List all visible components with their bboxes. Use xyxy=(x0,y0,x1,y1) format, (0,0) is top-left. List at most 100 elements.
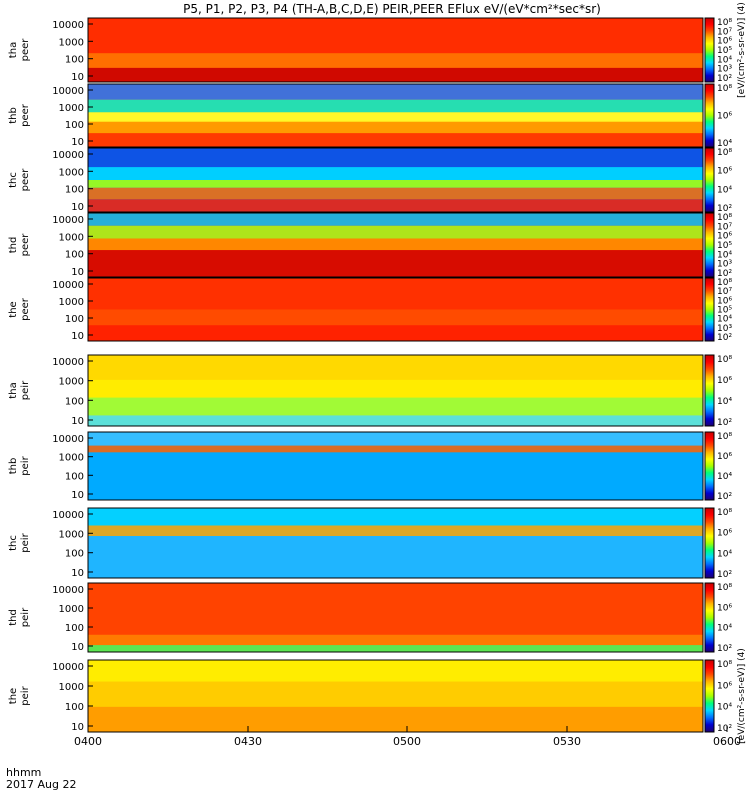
colorbar-tick-label: 10⁸ xyxy=(717,508,732,518)
y-tick-label: 1000 xyxy=(59,529,84,540)
colorbar-tick-label: 10⁴ xyxy=(717,624,732,634)
y-tick-label: 10 xyxy=(71,416,84,427)
colorbar-tick-label: 10² xyxy=(717,333,732,343)
panel-probe-label: thc xyxy=(8,535,19,551)
colorbar: 10⁸ 10⁶ 10⁴ 10² xyxy=(704,431,732,502)
panel-probe-label: thb xyxy=(8,458,19,475)
y-tick-label: 10000 xyxy=(52,280,84,291)
y-tick-label: 100 xyxy=(65,314,84,325)
spectrogram-image xyxy=(87,17,704,83)
spectrogram-image xyxy=(87,507,704,579)
y-tick-label: 10000 xyxy=(52,86,84,97)
panel-product-label: peer xyxy=(20,38,31,62)
y-tick-label: 10 xyxy=(71,202,84,213)
colorbar-tick-label: 10⁶ xyxy=(717,37,732,47)
panel-probe-label: thc xyxy=(8,172,19,188)
panel-probe-label: thd xyxy=(8,237,19,254)
y-tick-label: 1000 xyxy=(59,297,84,308)
colorbar-tick-label: 10² xyxy=(717,204,732,214)
y-tick-label: 100 xyxy=(65,185,84,196)
y-tick-label: 100 xyxy=(65,55,84,66)
panel-4: thd peer 10000 1000 100 10 10⁸10⁷10⁶10⁵10⁴10³1… xyxy=(8,212,732,279)
colorbar: 10⁸ 10⁶ 10⁴ 10² xyxy=(704,354,732,428)
panel-product-label: peir xyxy=(20,532,31,552)
y-tick-label: 10000 xyxy=(52,662,84,673)
panel-10: the peir 10000 1000 100 10 10⁸ 10⁶ 10⁴ 10² [eV/(cm… xyxy=(8,648,747,744)
y-tick-label: 10 xyxy=(71,137,84,148)
colorbar-tick-label: 10⁶ xyxy=(717,112,732,122)
panel-product-label: peir xyxy=(20,685,31,705)
colorbar-tick-label: 10³ xyxy=(717,65,732,75)
colorbar-tick-label: 10⁶ xyxy=(717,603,732,613)
colorbar-tick-label: 10² xyxy=(717,570,732,580)
colorbar-tick-label: 10⁵ xyxy=(717,306,732,316)
panel-5: the peer 10000 1000 100 10 10⁸10⁷10⁶10⁵10⁴10³1… xyxy=(8,277,732,343)
y-tick-label: 10 xyxy=(71,490,84,501)
panel-3: thc peer 10000 1000 100 10 10⁸ 10⁶ 10⁴ 10² xyxy=(8,147,732,214)
colorbar: 10⁸ 10⁶ 10⁴ 10² xyxy=(704,507,732,580)
y-tick-label: 100 xyxy=(65,549,84,560)
panel-1: tha peer1000010001001010⁸10⁷10⁶10⁵10⁴10³1… xyxy=(8,2,747,98)
y-tick-label: 1000 xyxy=(59,37,84,48)
y-tick-label: 10 xyxy=(71,331,84,342)
colorbar: 10⁸ 10⁶ 10⁴ 10² xyxy=(704,147,732,214)
y-tick-label: 10000 xyxy=(52,150,84,161)
spectrogram-image xyxy=(87,212,704,278)
y-tick-label: 100 xyxy=(65,250,84,261)
colorbar-tick-label: 10⁴ xyxy=(717,472,732,482)
colorbar-tick-label: 10³ xyxy=(717,260,732,270)
colorbar-tick-label: 10² xyxy=(717,492,732,502)
date-label: 2017 Aug 22 xyxy=(6,778,76,791)
y-tick-label: 1000 xyxy=(59,167,84,178)
colorbar-tick-label: 10⁴ xyxy=(717,703,732,713)
colorbar-tick-label: 10⁴ xyxy=(717,250,732,260)
time-axis: 0400 0430 0500 0530 0600 xyxy=(74,726,741,748)
panel-product-label: peer xyxy=(20,103,31,127)
panel-probe-label: thb xyxy=(8,107,19,124)
y-tick-label: 100 xyxy=(65,396,84,407)
colorbar-tick-label: 10⁴ xyxy=(717,139,732,149)
colorbar-tick-label: 10² xyxy=(717,644,732,654)
colorbar-tick-label: 10² xyxy=(717,724,732,734)
panel-product-label: peir xyxy=(20,607,31,627)
spectrogram-image xyxy=(87,147,704,213)
panel-product-label: peir xyxy=(20,455,31,475)
y-tick-label: 1000 xyxy=(59,377,84,388)
y-tick-label: 1000 xyxy=(59,453,84,464)
colorbar: 10⁸ 10⁶ 10⁴ 10² xyxy=(704,582,732,654)
y-tick-label: 10 xyxy=(71,267,84,278)
colorbar-tick-label: 10⁸ xyxy=(717,213,732,223)
y-tick-label: 10000 xyxy=(52,510,84,521)
colorbar-tick-label: 10² xyxy=(717,74,732,84)
y-tick-label: 10000 xyxy=(52,585,84,596)
x-tick-label: 0430 xyxy=(234,735,262,748)
y-tick-label: 1000 xyxy=(59,682,84,693)
colorbar-tick-label: 10⁴ xyxy=(717,549,732,559)
colorbar-tick-label: 10⁸ xyxy=(717,84,732,94)
panel-probe-label: thd xyxy=(8,609,19,626)
colorbar-tick-label: 10⁵ xyxy=(717,46,732,56)
panel-probe-label: the xyxy=(8,688,19,704)
colorbar-tick-label: 10⁸ xyxy=(717,660,732,670)
colorbar-tick-label: 10⁶ xyxy=(717,452,732,462)
y-tick-label: 100 xyxy=(65,623,84,634)
colorbar-tick-label: 10² xyxy=(717,418,732,428)
y-tick-label: 10000 xyxy=(52,434,84,445)
colorbar-tick-label: 10⁷ xyxy=(717,27,732,37)
colorbar-tick-label: 10⁷ xyxy=(717,222,732,232)
colorbar-tick-label: 10⁸ xyxy=(717,355,732,365)
panel-product-label: peir xyxy=(20,380,31,400)
panel-probe-label: the xyxy=(8,301,19,317)
colorbar-tick-label: 10⁴ xyxy=(717,55,732,65)
spectrogram-image xyxy=(87,659,704,733)
panel-2: thb peer 10000 1000 100 10 10⁸ 10⁶ 10⁴ xyxy=(8,83,732,149)
colorbar-tick-label: 10⁶ xyxy=(717,376,732,386)
colorbar-tick-label: 10⁶ xyxy=(717,232,732,242)
y-tick-label: 10 xyxy=(71,568,84,579)
colorbar-tick-label: 10⁸ xyxy=(717,583,732,593)
colorbar-units-label: [eV/(cm²-s-sr-eV)] (4) xyxy=(737,2,747,98)
panel-7: thb peir 10000 1000 100 10 10⁸ 10⁶ 10⁴ 10² xyxy=(8,431,732,502)
x-tick-label: 0600 xyxy=(713,735,741,748)
